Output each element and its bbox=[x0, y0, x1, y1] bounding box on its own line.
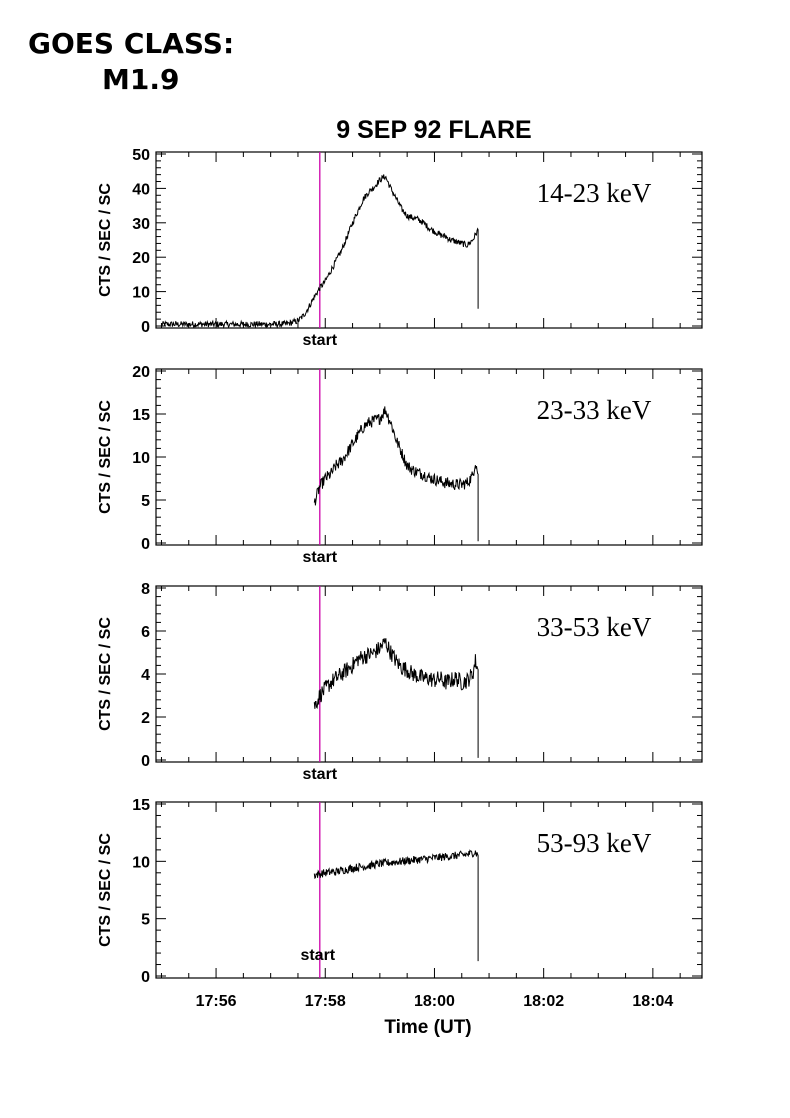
y-tick-label: 30 bbox=[132, 216, 150, 233]
energy-band-label: 14-23 keV bbox=[537, 178, 652, 208]
y-tick-label: 5 bbox=[141, 912, 150, 929]
panel-frame bbox=[155, 801, 703, 979]
y-tick-label: 40 bbox=[132, 181, 150, 198]
energy-band-label: 23-33 keV bbox=[537, 395, 652, 425]
panel-1: 0 10 20 30 40 50 CTS / SEC / SC 14-23 keV start bbox=[97, 147, 703, 349]
y-tick-label: 0 bbox=[141, 969, 150, 986]
y-tick-label: 20 bbox=[132, 250, 150, 267]
start-label: start bbox=[302, 332, 337, 349]
x-tick-label: 18:02 bbox=[523, 993, 564, 1010]
y-tick-label: 20 bbox=[132, 364, 150, 381]
y-tick-label: 15 bbox=[132, 407, 150, 424]
panel-frame bbox=[155, 151, 703, 329]
y-axis-label: CTS / SEC / SC bbox=[97, 400, 114, 514]
y-axis-label: CTS / SEC / SC bbox=[97, 183, 114, 297]
y-tick-label: 4 bbox=[141, 667, 150, 684]
y-tick-label: 10 bbox=[132, 450, 150, 467]
panel-3: 0 2 4 6 8 CTS / SEC / SC 33-53 keV start bbox=[97, 581, 703, 783]
goes-class-value: M1.9 bbox=[102, 63, 180, 96]
y-tick-label: 2 bbox=[141, 710, 150, 727]
panel-2: 0 5 10 15 20 CTS / SEC / SC 23-33 keV start bbox=[97, 364, 703, 566]
y-tick-label: 10 bbox=[132, 854, 150, 871]
x-tick-labels: 17:56 17:58 18:00 18:02 18:04 bbox=[196, 993, 674, 1010]
x-tick-label: 17:58 bbox=[305, 993, 346, 1010]
count-rate-series bbox=[313, 638, 479, 758]
x-axis-label: Time (UT) bbox=[384, 1017, 471, 1038]
chart-title: 9 SEP 92 FLARE bbox=[336, 116, 531, 144]
y-tick-label: 0 bbox=[141, 753, 150, 770]
start-label: start bbox=[300, 947, 335, 964]
energy-band-label: 53-93 keV bbox=[537, 828, 652, 858]
y-tick-label: 0 bbox=[141, 536, 150, 553]
panel-4: 0 5 10 15 CTS / SEC / SC 53-93 keV start bbox=[97, 797, 703, 986]
x-tick-label: 18:04 bbox=[632, 993, 673, 1010]
start-label: start bbox=[302, 549, 337, 566]
y-tick-label: 15 bbox=[132, 797, 150, 814]
count-rate-series bbox=[313, 849, 479, 962]
y-tick-label: 10 bbox=[132, 285, 150, 302]
start-label: start bbox=[302, 766, 337, 783]
count-rate-series bbox=[313, 406, 479, 542]
y-tick-label: 5 bbox=[141, 493, 150, 510]
y-tick-label: 8 bbox=[141, 581, 150, 598]
x-tick-label: 18:00 bbox=[414, 993, 455, 1010]
x-tick-label: 17:56 bbox=[196, 993, 237, 1010]
goes-class-label: GOES CLASS: bbox=[28, 27, 235, 60]
energy-band-label: 33-53 keV bbox=[537, 612, 652, 642]
y-tick-label: 50 bbox=[132, 147, 150, 164]
count-rate-series bbox=[161, 174, 479, 329]
y-axis-label: CTS / SEC / SC bbox=[97, 833, 114, 947]
y-tick-label: 6 bbox=[141, 624, 150, 641]
y-axis-label: CTS / SEC / SC bbox=[97, 617, 114, 731]
y-tick-label: 0 bbox=[141, 319, 150, 336]
